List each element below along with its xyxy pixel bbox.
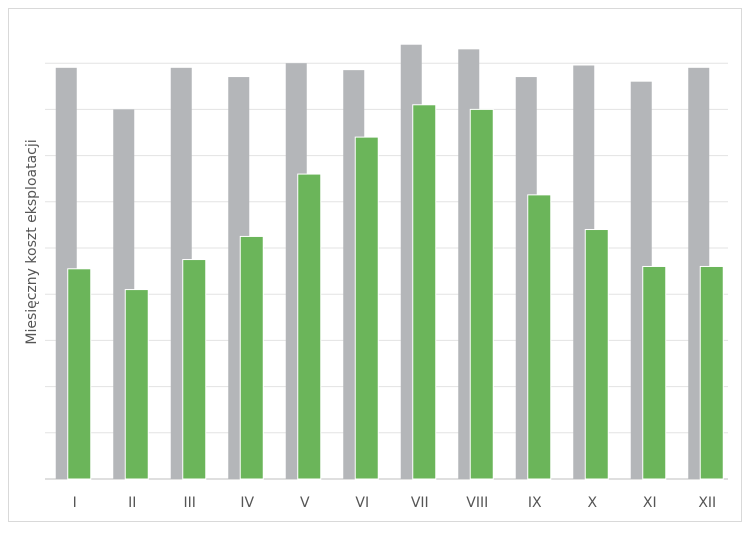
x-tick-label: IX (528, 495, 542, 511)
bar (297, 173, 322, 480)
x-tick-label: V (300, 495, 310, 511)
bar (412, 104, 437, 480)
bar (67, 268, 92, 480)
bar (354, 136, 379, 480)
x-tick-label: XII (698, 495, 716, 511)
x-tick-label: X (587, 495, 597, 511)
x-tick-label: VI (355, 495, 369, 511)
bar (124, 289, 149, 480)
x-tick-label: VII (411, 495, 429, 511)
bar (642, 265, 667, 480)
y-axis-label: Miesięczny koszt eksploatacji (24, 139, 40, 344)
bar (239, 235, 264, 480)
x-tick-label: I (73, 495, 77, 511)
bar (699, 265, 724, 480)
x-tick-label: XI (643, 495, 657, 511)
bar (469, 108, 494, 480)
x-tick-label: III (184, 495, 196, 511)
x-tick-label: VIII (466, 495, 488, 511)
bar (584, 229, 609, 480)
x-tick-label: II (128, 495, 136, 511)
bar (182, 259, 207, 480)
bar (527, 194, 552, 480)
x-tick-label: IV (240, 495, 254, 511)
